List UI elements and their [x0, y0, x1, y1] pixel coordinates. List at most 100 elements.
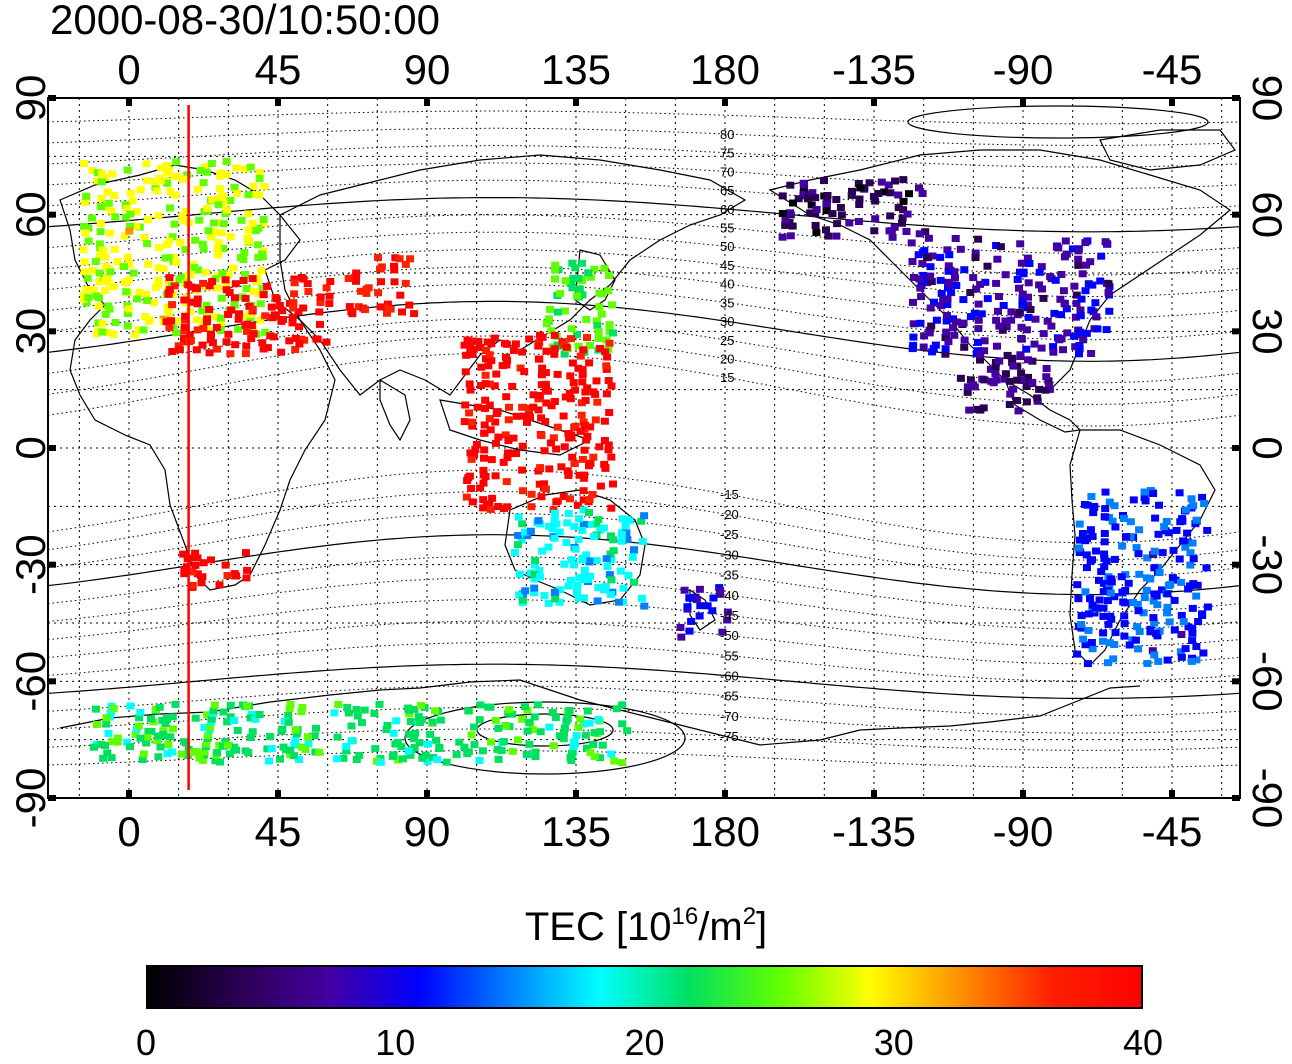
contour-label: -30: [720, 547, 739, 562]
tec-cell: [501, 431, 510, 439]
tec-cell: [942, 312, 951, 319]
tec-cell: [471, 446, 480, 453]
tec-cell: [832, 196, 841, 203]
tec-cell: [566, 395, 575, 403]
tec-cell: [625, 517, 634, 525]
tec-cell: [925, 326, 934, 334]
tec-cell: [209, 707, 218, 715]
tec-cell: [981, 278, 990, 286]
tec-cell: [128, 197, 137, 205]
tec-cell: [560, 560, 569, 568]
tec-cell: [162, 715, 171, 722]
tec-cell: [1153, 601, 1162, 609]
tec-cell: [284, 712, 293, 719]
tec-cell: [1121, 587, 1130, 594]
tec-cell: [951, 235, 960, 242]
tec-cell: [974, 325, 983, 333]
coastline-segment: [1099, 129, 1236, 171]
tec-cell: [486, 505, 495, 513]
tec-cell: [109, 705, 118, 712]
tec-cell: [1154, 657, 1163, 665]
tec-cell: [490, 334, 499, 342]
tec-cell: [916, 319, 925, 327]
tec-cell: [1045, 381, 1054, 389]
tec-cell: [162, 162, 171, 170]
tec-cell: [204, 227, 213, 235]
tec-cell: [208, 339, 217, 347]
tec-cell: [133, 295, 142, 303]
tec-cell: [886, 189, 895, 197]
tec-cell: [708, 607, 717, 615]
tec-cell: [122, 213, 131, 221]
tec-cell: [593, 597, 602, 605]
tec-cell: [201, 268, 210, 276]
tec-cell: [476, 484, 485, 492]
tec-cell: [959, 319, 968, 327]
tec-cell: [518, 596, 527, 604]
tec-cell: [465, 409, 474, 417]
tec-cell: [159, 265, 168, 273]
tec-cell: [969, 381, 978, 389]
tec-cell: [80, 199, 89, 206]
tec-cell: [217, 314, 225, 322]
tec-cell: [936, 253, 945, 261]
tec-cell: [386, 305, 395, 313]
tec-cell: [992, 316, 1001, 324]
contour-label: -50: [720, 628, 739, 643]
tec-cell: [885, 227, 894, 235]
tec-cell: [180, 217, 189, 225]
tec-cell: [551, 261, 560, 269]
tec-cell: [169, 253, 178, 261]
tec-cell: [1081, 588, 1090, 596]
tec-cell: [530, 575, 539, 583]
tec-cell: [217, 294, 226, 302]
y-tick-label-right: -30: [1244, 534, 1291, 595]
tec-cell: [579, 594, 588, 602]
tec-cell: [1099, 588, 1108, 596]
tec-cell: [286, 746, 295, 754]
tec-cell: [205, 306, 214, 313]
tec-cell: [591, 416, 600, 424]
tec-cell: [276, 755, 284, 763]
tec-cell: [546, 439, 555, 447]
tec-cell: [463, 336, 472, 344]
tec-cell: [909, 298, 917, 306]
tec-cell: [91, 705, 100, 713]
tec-cell: [563, 713, 572, 721]
tec-cell: [551, 595, 560, 603]
tec-cell: [530, 570, 539, 578]
tec-cell: [202, 168, 211, 176]
x-tick-label-top: 0: [117, 46, 140, 93]
tec-cell: [1074, 595, 1083, 603]
contour-label: -75: [720, 729, 739, 744]
y-tick-label-right: -90: [1244, 768, 1291, 829]
tec-cell: [352, 706, 361, 713]
tec-cell: [605, 571, 614, 579]
contour-line: [47, 750, 1241, 769]
tec-cell: [480, 446, 489, 454]
tec-cell: [845, 219, 854, 227]
tec-cell: [623, 536, 632, 544]
tec-cell: [536, 464, 545, 472]
tec-cell: [232, 572, 241, 580]
tec-cell: [576, 352, 585, 360]
north-pole-oval: [907, 105, 1209, 139]
tec-cell: [595, 289, 604, 297]
tec-cell: [246, 163, 255, 171]
tec-cell: [1110, 502, 1119, 510]
tec-cell: [97, 203, 106, 211]
tec-cell: [231, 280, 240, 288]
tec-cell: [88, 266, 97, 274]
tec-cell: [983, 295, 992, 303]
tec-cell: [168, 348, 177, 355]
tec-cell: [1172, 526, 1181, 534]
tec-cell: [179, 175, 188, 183]
tec-cell: [214, 201, 223, 209]
tec-cell: [1090, 502, 1099, 510]
tec-cell: [154, 212, 163, 220]
tec-cell: [165, 237, 174, 245]
tec-cell: [685, 627, 694, 635]
tec-cell: [932, 316, 941, 324]
x-tick-label-top: 45: [255, 46, 302, 93]
tec-cell: [1109, 655, 1118, 663]
